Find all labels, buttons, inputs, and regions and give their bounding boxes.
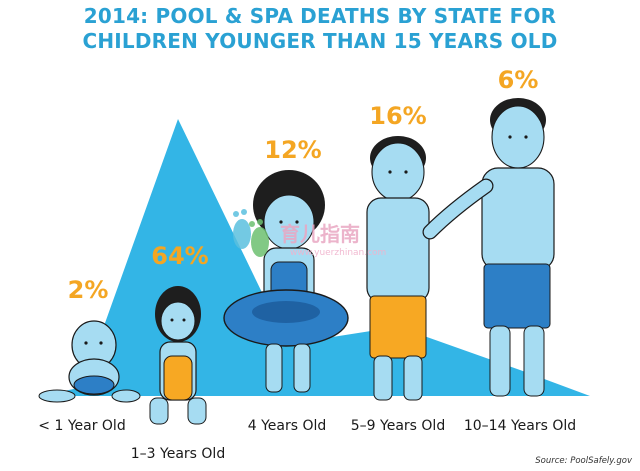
value-label: 6% — [498, 66, 539, 94]
source-note: Source: PoolSafely.gov — [535, 456, 632, 466]
value-label: 64% — [151, 242, 208, 270]
category-label: 5–9 Years Old — [351, 418, 445, 434]
child-5-9-figure — [366, 136, 430, 401]
value-label: 2% — [68, 276, 109, 304]
toddler-figure — [149, 286, 207, 425]
value-label: 12% — [264, 136, 321, 164]
chart-title-line-2: CHILDREN YOUNGER THAN 15 YEARS OLD — [82, 29, 558, 53]
baby-figure — [38, 320, 141, 403]
category-label: 10–14 Years Old — [464, 418, 576, 434]
child-10-14-figure — [422, 98, 555, 397]
category-label: 4 Years Old — [248, 418, 327, 434]
category-label: 1–3 Years Old — [131, 446, 225, 462]
chart-title: 2014: POOL & SPA DEATHS BY STATE FOR CHI… — [0, 4, 640, 54]
chart-title-line-1: 2014: POOL & SPA DEATHS BY STATE FOR — [83, 4, 557, 28]
category-label: < 1 Year Old — [38, 418, 125, 434]
child-4-figure — [223, 170, 349, 393]
value-label: 16% — [369, 102, 426, 130]
